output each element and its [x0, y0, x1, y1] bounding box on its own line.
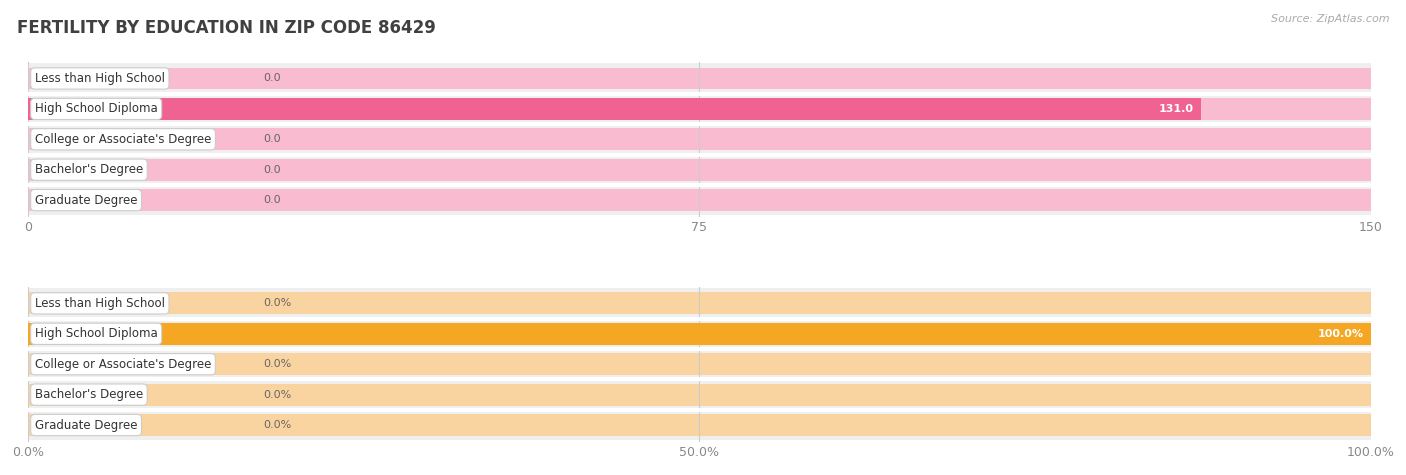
Text: Bachelor's Degree: Bachelor's Degree [35, 163, 143, 176]
Text: 0.0: 0.0 [263, 195, 281, 205]
Text: 131.0: 131.0 [1159, 104, 1194, 114]
Bar [28, 63, 1371, 94]
Text: 0.0: 0.0 [263, 134, 281, 144]
Bar [28, 189, 1371, 211]
Text: College or Associate's Degree: College or Associate's Degree [35, 358, 211, 370]
Bar [28, 98, 1201, 120]
Bar [28, 380, 1371, 410]
Bar [28, 410, 1371, 440]
Bar [28, 128, 1371, 150]
Text: 0.0%: 0.0% [263, 390, 291, 399]
Text: 0.0%: 0.0% [263, 420, 291, 430]
Text: Source: ZipAtlas.com: Source: ZipAtlas.com [1271, 14, 1389, 24]
Bar [28, 124, 1371, 154]
Bar [28, 414, 1371, 436]
Text: FERTILITY BY EDUCATION IN ZIP CODE 86429: FERTILITY BY EDUCATION IN ZIP CODE 86429 [17, 19, 436, 37]
Bar [28, 185, 1371, 215]
Bar [28, 98, 1371, 120]
Text: Less than High School: Less than High School [35, 297, 165, 310]
Bar [28, 293, 1371, 314]
Bar [28, 94, 1371, 124]
Bar [28, 323, 1371, 345]
Text: 0.0%: 0.0% [263, 359, 291, 369]
Bar [28, 384, 1371, 406]
Bar [28, 159, 1371, 180]
Text: Less than High School: Less than High School [35, 72, 165, 85]
Text: 0.0%: 0.0% [263, 298, 291, 308]
Text: Graduate Degree: Graduate Degree [35, 418, 138, 431]
Bar [28, 288, 1371, 319]
Bar [28, 353, 1371, 375]
Text: 0.0: 0.0 [263, 74, 281, 84]
Bar [28, 349, 1371, 380]
Text: 100.0%: 100.0% [1319, 329, 1364, 339]
Text: 0.0: 0.0 [263, 165, 281, 175]
Text: High School Diploma: High School Diploma [35, 103, 157, 115]
Bar [28, 319, 1371, 349]
Text: High School Diploma: High School Diploma [35, 327, 157, 340]
Text: Bachelor's Degree: Bachelor's Degree [35, 388, 143, 401]
Bar [28, 67, 1371, 89]
Text: College or Associate's Degree: College or Associate's Degree [35, 133, 211, 146]
Text: Graduate Degree: Graduate Degree [35, 194, 138, 207]
Bar [28, 154, 1371, 185]
Bar [28, 323, 1371, 345]
